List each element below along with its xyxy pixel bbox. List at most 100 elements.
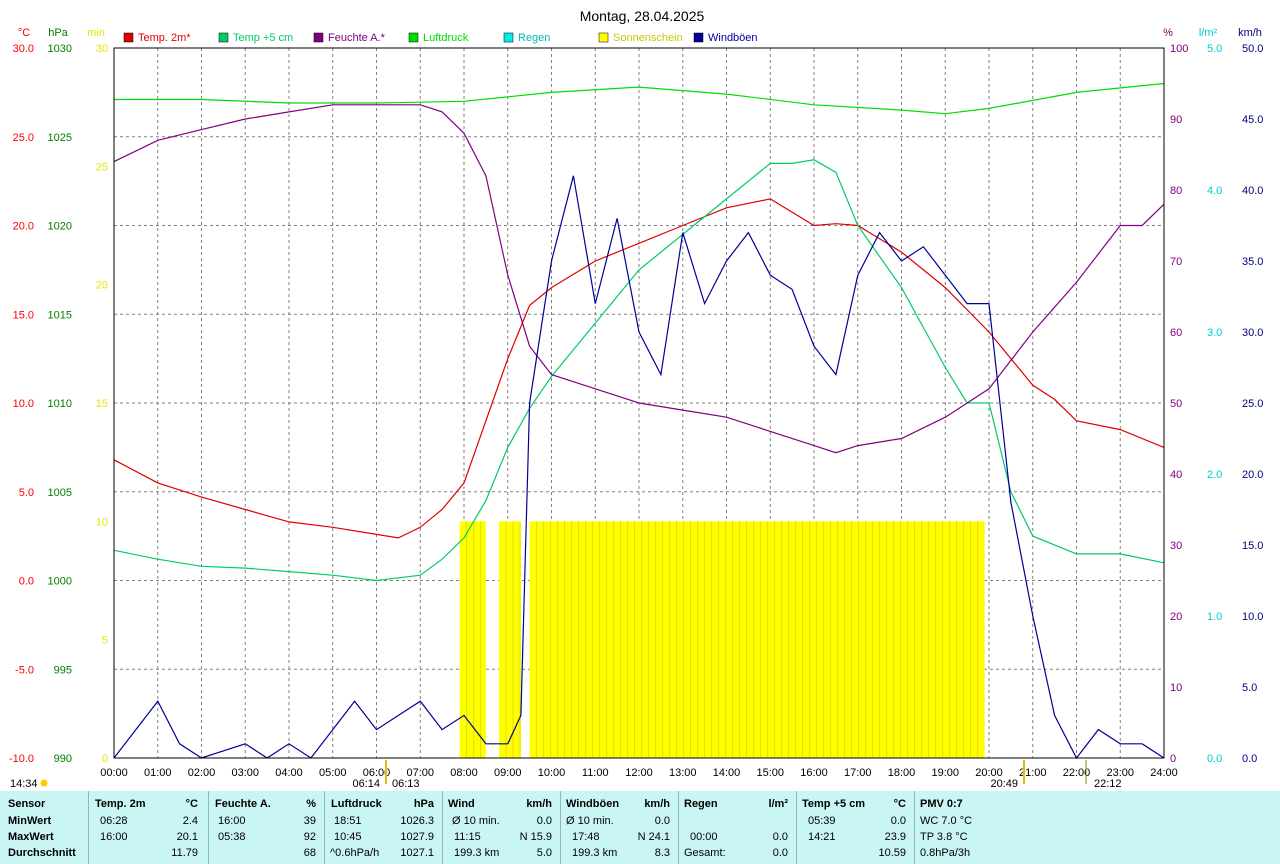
sunrise-time-label: 06:14 bbox=[352, 778, 380, 790]
x-tick-label: 14:00 bbox=[713, 767, 741, 779]
rain-axis-label: l/m² bbox=[1199, 27, 1218, 39]
stats-temp5-max-value: 23.9 bbox=[884, 831, 906, 843]
grid bbox=[114, 48, 1164, 758]
stats-regen-unit: l/m² bbox=[768, 798, 788, 810]
wind-tick-label: 40.0 bbox=[1242, 185, 1263, 197]
temp-tick-label: 30.0 bbox=[13, 43, 34, 55]
stats-feuchte-min-time: 16:00 bbox=[218, 815, 246, 827]
stats-temp5: Temp +5 cm °C 05:39 0.0 14:21 23.9 10.59 bbox=[796, 791, 914, 864]
stats-temp2m-avg-value: 11.79 bbox=[171, 847, 198, 859]
pressure-tick-label: 1005 bbox=[48, 487, 72, 499]
stats-regen-max-value: 0.0 bbox=[772, 831, 788, 843]
rain-tick-label: 3.0 bbox=[1207, 327, 1222, 339]
stats-temp2m-head: Temp. 2m bbox=[95, 798, 146, 810]
stats-luftdruck-unit: hPa bbox=[413, 798, 434, 810]
stats-wind-unit: km/h bbox=[526, 798, 552, 810]
temp-tick-label: 10.0 bbox=[13, 398, 34, 410]
stats-temp2m-max-time: 16:00 bbox=[100, 831, 128, 843]
stats-wind-max-time: 11:15 bbox=[454, 831, 481, 843]
stats-windboen-avg-value: 8.3 bbox=[654, 847, 670, 859]
stats-luftdruck-avg-value: 1027.1 bbox=[400, 847, 434, 859]
wind-tick-label: 10.0 bbox=[1242, 611, 1263, 623]
stats-row-avg: Durchschnitt bbox=[8, 847, 76, 859]
stats-windboen-unit: km/h bbox=[644, 798, 670, 810]
stats-sensor: Sensor MinWert MaxWert Durchschnitt bbox=[0, 791, 88, 864]
stats-sensor-head: Sensor bbox=[8, 798, 46, 810]
pressure-tick-label: 995 bbox=[54, 664, 72, 676]
stats-luftdruck-trend: ^0.6hPa/h bbox=[330, 847, 380, 859]
temp-axis-label: °C bbox=[18, 27, 30, 39]
stats-regen-total-label: Gesamt: bbox=[684, 847, 726, 859]
legend-swatch bbox=[123, 32, 134, 43]
humidity-tick-label: 30 bbox=[1170, 540, 1182, 552]
x-tick-label: 16:00 bbox=[800, 767, 828, 779]
wind-tick-label: 35.0 bbox=[1242, 256, 1263, 268]
stats-luftdruck-min-value: 1026.3 bbox=[400, 815, 434, 827]
stats-feuchte-max-value: 92 bbox=[303, 831, 316, 843]
x-tick-label: 02:00 bbox=[188, 767, 216, 779]
rain-tick-label: 0.0 bbox=[1207, 753, 1222, 765]
sunrise-time-label-2: 06:13 bbox=[392, 778, 420, 790]
x-tick-label: 08:00 bbox=[450, 767, 478, 779]
legend-label: Regen bbox=[518, 32, 550, 44]
moonrise-time-label: 22:12 bbox=[1094, 778, 1122, 790]
x-tick-label: 15:00 bbox=[756, 767, 784, 779]
humidity-tick-label: 50 bbox=[1170, 398, 1182, 410]
legend-label: Feuchte A.* bbox=[328, 32, 386, 44]
legend-swatch bbox=[408, 32, 419, 43]
x-tick-label: 10:00 bbox=[538, 767, 566, 779]
stats-windboen-min-value: 0.0 bbox=[654, 815, 670, 827]
x-tick-label: 18:00 bbox=[888, 767, 916, 779]
wind-axis-label: km/h bbox=[1238, 27, 1262, 39]
stats-luftdruck-head: Luftdruck bbox=[331, 798, 382, 810]
x-tick-label: 20:00 bbox=[975, 767, 1003, 779]
stats-windboen: Windböen km/h Ø 10 min. 0.0 17:48 N 24.1… bbox=[560, 791, 678, 864]
legend-label: Windböen bbox=[708, 32, 758, 44]
stats-temp2m-unit: °C bbox=[185, 798, 198, 810]
series-line-temp-2m bbox=[113, 198, 1165, 539]
stats-pmv: PMV 0:7 WC 7.0 °C TP 3.8 °C 0.8hPa/3h bbox=[914, 791, 1034, 864]
plot-frame bbox=[113, 47, 1165, 759]
humidity-tick-label: 70 bbox=[1170, 256, 1182, 268]
stats-windboen-min-label: Ø 10 min. bbox=[566, 815, 614, 827]
sunshine-tick-label: 25 bbox=[96, 161, 108, 173]
humidity-tick-label: 20 bbox=[1170, 611, 1182, 623]
humidity-tick-label: 40 bbox=[1170, 469, 1182, 481]
pressure-tick-label: 1015 bbox=[48, 309, 72, 321]
legend: Temp. 2m* Temp +5 cm Feuchte A.* Luftdruck R… bbox=[123, 32, 758, 44]
legend-label: Sonnenschein bbox=[613, 32, 683, 44]
legend-swatch bbox=[598, 32, 609, 43]
rain-tick-label: 1.0 bbox=[1207, 611, 1222, 623]
x-tick-label: 17:00 bbox=[844, 767, 872, 779]
stats-regen-max-time: 00:00 bbox=[690, 831, 718, 843]
stats-windboen-max-value: N 24.1 bbox=[637, 831, 670, 843]
humidity-tick-label: 90 bbox=[1170, 114, 1182, 126]
axes: 00:00 01:00 02:00 03:00 04:00 05:00 06:00 07:00… bbox=[9, 27, 1264, 779]
stats-temp2m: Temp. 2m °C 06:28 2.4 16:00 20.1 11.79 bbox=[88, 791, 208, 864]
temp-tick-label: 20.0 bbox=[13, 221, 34, 233]
sun-icon bbox=[40, 779, 48, 787]
stats-luftdruck-min-time: 18:51 bbox=[334, 815, 362, 827]
wind-tick-label: 30.0 bbox=[1242, 327, 1263, 339]
rain-tick-label: 5.0 bbox=[1207, 43, 1222, 55]
stats-regen-total-value: 0.0 bbox=[772, 847, 788, 859]
legend-swatch bbox=[503, 32, 514, 43]
stats-pmv-wc: WC 7.0 °C bbox=[920, 815, 973, 827]
legend-label: Luftdruck bbox=[423, 32, 469, 44]
legend-swatch bbox=[313, 32, 324, 43]
stats-temp5-max-time: 14:21 bbox=[808, 831, 836, 843]
stats-temp2m-min-time: 06:28 bbox=[100, 815, 128, 827]
sunshine-bar bbox=[529, 521, 985, 758]
wind-tick-label: 50.0 bbox=[1242, 43, 1263, 55]
sunshine-tick-label: 20 bbox=[96, 280, 108, 292]
stats-wind: Wind km/h Ø 10 min. 0.0 11:15 N 15.9 199… bbox=[442, 791, 560, 864]
temp-tick-label: 15.0 bbox=[13, 309, 34, 321]
humidity-tick-label: 80 bbox=[1170, 185, 1182, 197]
stats-feuchte: Feuchte A. % 16:00 39 05:38 92 68 bbox=[208, 791, 324, 864]
pressure-tick-label: 1030 bbox=[48, 43, 72, 55]
stats-windboen-max-time: 17:48 bbox=[572, 831, 600, 843]
temp-tick-label: 25.0 bbox=[13, 132, 34, 144]
sunshine-tick-label: 5 bbox=[102, 635, 108, 647]
temp-tick-label: -10.0 bbox=[9, 753, 34, 765]
stats-luftdruck-max-time: 10:45 bbox=[334, 831, 362, 843]
